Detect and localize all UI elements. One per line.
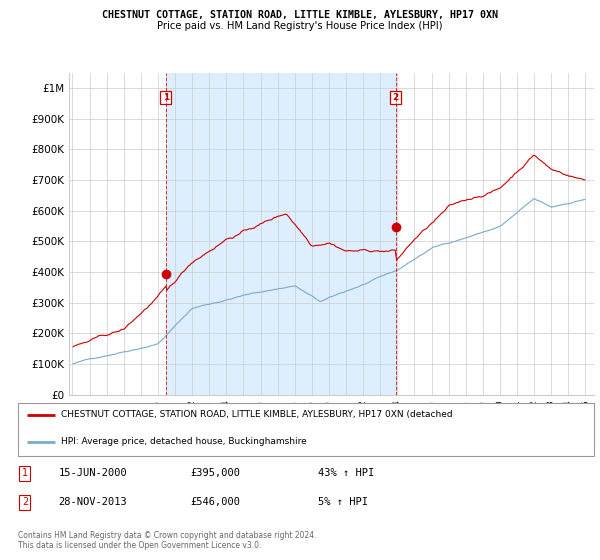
Text: £395,000: £395,000 — [191, 468, 241, 478]
Text: 1: 1 — [22, 468, 28, 478]
Text: 43% ↑ HPI: 43% ↑ HPI — [317, 468, 374, 478]
Text: Contains HM Land Registry data © Crown copyright and database right 2024.
This d: Contains HM Land Registry data © Crown c… — [18, 531, 317, 550]
Text: £546,000: £546,000 — [191, 497, 241, 507]
Bar — [166, 73, 396, 395]
Text: CHESTNUT COTTAGE, STATION ROAD, LITTLE KIMBLE, AYLESBURY, HP17 0XN: CHESTNUT COTTAGE, STATION ROAD, LITTLE K… — [102, 10, 498, 20]
Text: HPI: Average price, detached house, Buckinghamshire: HPI: Average price, detached house, Buck… — [61, 437, 307, 446]
Text: Price paid vs. HM Land Registry's House Price Index (HPI): Price paid vs. HM Land Registry's House … — [157, 21, 443, 31]
FancyBboxPatch shape — [18, 403, 594, 456]
Text: 1: 1 — [163, 93, 169, 102]
Text: 5% ↑ HPI: 5% ↑ HPI — [317, 497, 368, 507]
Text: 28-NOV-2013: 28-NOV-2013 — [58, 497, 127, 507]
Text: 2: 2 — [392, 93, 399, 102]
Text: 15-JUN-2000: 15-JUN-2000 — [58, 468, 127, 478]
Text: CHESTNUT COTTAGE, STATION ROAD, LITTLE KIMBLE, AYLESBURY, HP17 0XN (detached: CHESTNUT COTTAGE, STATION ROAD, LITTLE K… — [61, 410, 453, 419]
Text: 2: 2 — [22, 497, 28, 507]
